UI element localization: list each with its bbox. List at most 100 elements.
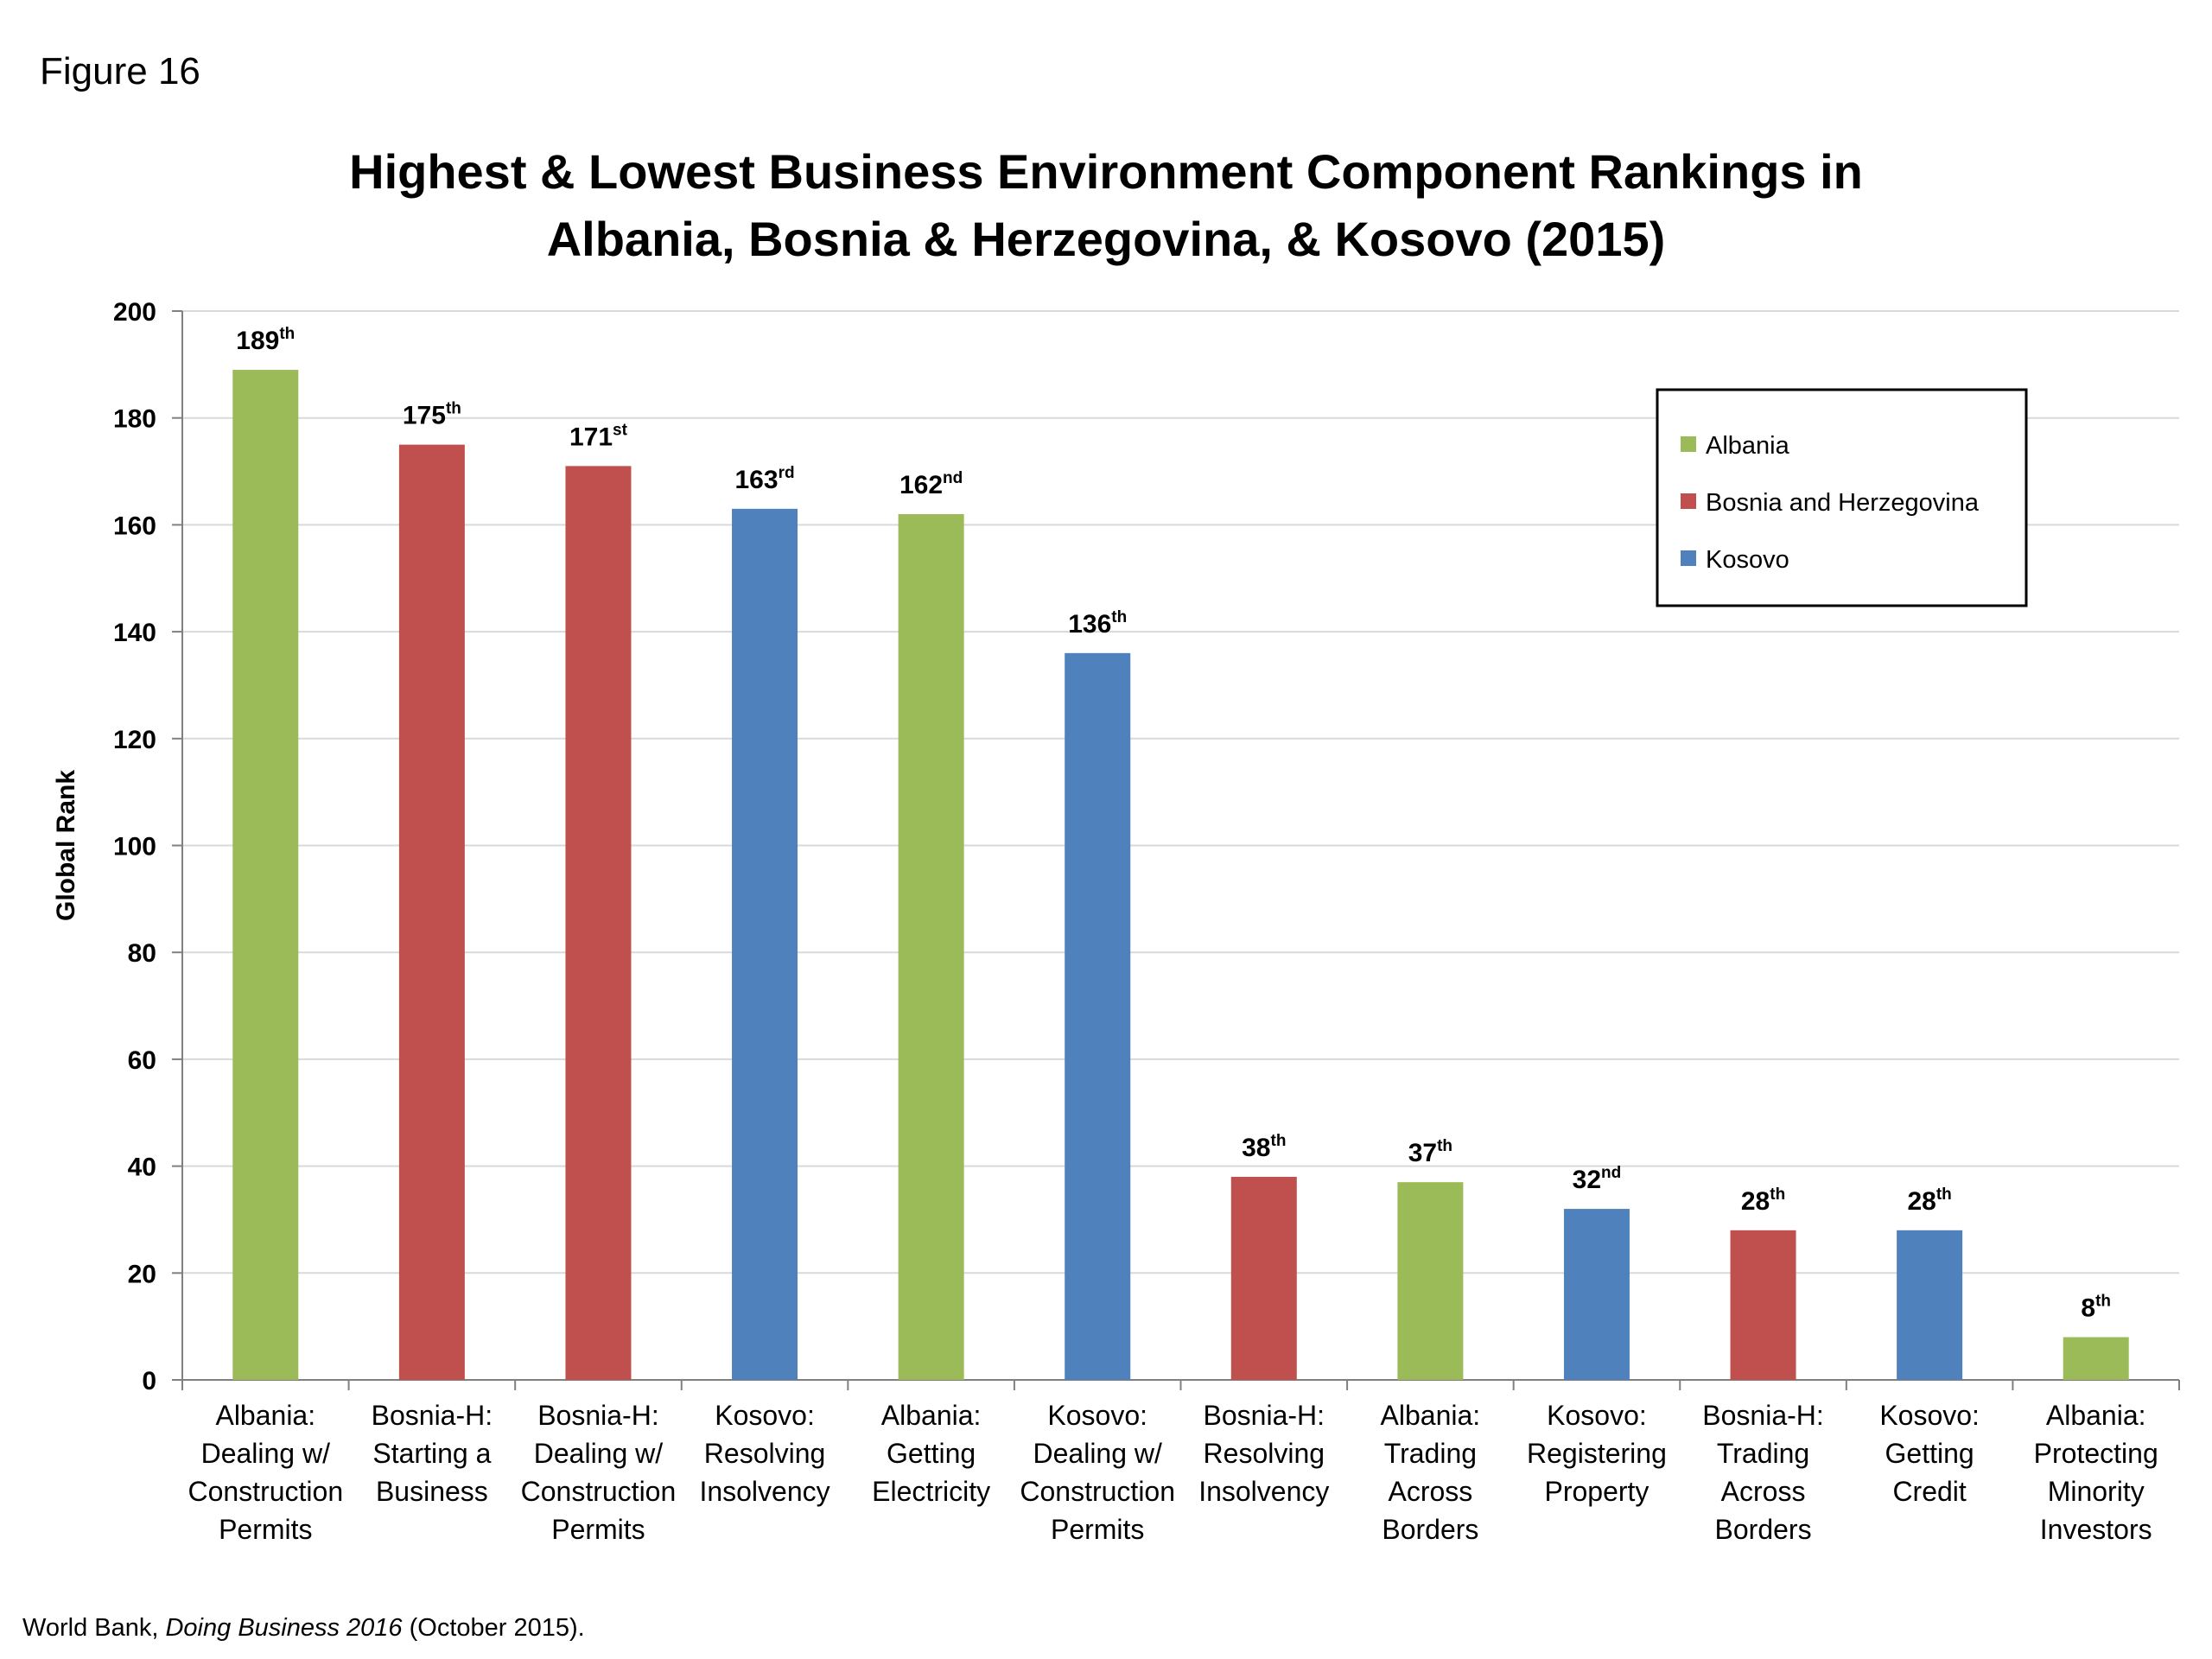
category-label: Kosovo:	[1879, 1400, 1980, 1431]
category-label: Permits	[1051, 1514, 1144, 1545]
category-label: Starting a	[372, 1438, 491, 1469]
category-label: Kosovo:	[1547, 1400, 1647, 1431]
y-tick-label: 200	[113, 298, 156, 327]
bar	[232, 370, 299, 1380]
category-label: Albania:	[2046, 1400, 2146, 1431]
category-label: Getting	[1885, 1438, 1974, 1469]
data-labels: 189th 175th 171st 163rd 162nd 136th 38th 37th 32…	[236, 325, 2111, 1322]
data-label: 28th	[1741, 1185, 1785, 1216]
data-label: 189th	[236, 325, 295, 355]
category-label: Albania:	[215, 1400, 315, 1431]
bar	[898, 514, 964, 1380]
category-label: Bosnia-H:	[537, 1400, 659, 1431]
y-axis-title: Global Rank	[52, 770, 80, 921]
bar	[2063, 1337, 2129, 1380]
y-tick-label: 100	[113, 833, 156, 861]
category-label: Resolving	[704, 1438, 826, 1469]
legend-item-label: Kosovo	[1706, 546, 1789, 574]
category-label: Dealing w/	[1033, 1438, 1163, 1469]
category-label: Trading	[1384, 1438, 1477, 1469]
bar	[1230, 1176, 1297, 1380]
category-label: Business	[376, 1476, 488, 1507]
category-label: Registering	[1527, 1438, 1667, 1469]
source-suffix: (October 2015).	[402, 1614, 585, 1642]
y-tick-label: 120	[113, 726, 156, 754]
category-label: Construction	[1020, 1476, 1175, 1507]
data-label: 37th	[1408, 1137, 1452, 1167]
category-label: Minority	[2048, 1476, 2145, 1507]
bar	[1730, 1230, 1796, 1380]
category-label: Bosnia-H:	[1702, 1400, 1824, 1431]
y-tick-label: 180	[113, 405, 156, 434]
bars	[232, 370, 2129, 1380]
bar	[398, 444, 465, 1380]
category-label: Property	[1544, 1476, 1649, 1507]
y-tick-label: 20	[128, 1260, 156, 1288]
category-label: Investors	[2040, 1514, 2152, 1545]
legend-item-label: Albania	[1706, 432, 1790, 460]
category-label: Bosnia-H:	[372, 1400, 493, 1431]
data-label: 38th	[1242, 1132, 1286, 1162]
data-label: 171st	[569, 421, 628, 451]
y-tick-label: 60	[128, 1046, 156, 1075]
category-label: Construction	[521, 1476, 677, 1507]
gridlines	[182, 310, 2179, 1274]
y-tick-label: 160	[113, 512, 156, 540]
category-label: Insolvency	[1198, 1476, 1329, 1507]
y-tick-label: 80	[128, 939, 156, 968]
legend-swatch	[1681, 493, 1696, 509]
category-label: Protecting	[2034, 1438, 2158, 1469]
category-label: Dealing w/	[534, 1438, 664, 1469]
y-tick-label: 40	[128, 1154, 156, 1182]
category-label: Kosovo:	[1047, 1400, 1147, 1431]
category-label: Albania:	[881, 1400, 982, 1431]
data-label: 163rd	[735, 464, 795, 494]
bar	[732, 508, 798, 1380]
bar	[1897, 1230, 1963, 1380]
data-label: 32nd	[1573, 1164, 1622, 1194]
category-label: Resolving	[1204, 1438, 1325, 1469]
category-label: Permits	[551, 1514, 645, 1545]
bar	[565, 466, 632, 1380]
y-tick-label: 140	[113, 619, 156, 647]
bar	[1397, 1182, 1464, 1380]
category-label: Across	[1388, 1476, 1472, 1507]
category-label: Bosnia-H:	[1204, 1400, 1325, 1431]
legend-item-label: Bosnia and Herzegovina	[1706, 489, 1980, 517]
category-label: Across	[1721, 1476, 1806, 1507]
category-label: Borders	[1715, 1514, 1812, 1545]
category-label: Credit	[1892, 1476, 1966, 1507]
source-note: World Bank, Doing Business 2016 (October…	[22, 1614, 585, 1643]
category-label: Dealing w/	[201, 1438, 331, 1469]
legend: Albania Bosnia and Herzegovina Kosovo	[1656, 388, 2028, 607]
chart-title-line-2: Albania, Bosnia & Herzegovina, & Kosovo …	[546, 212, 1666, 266]
legend-swatch	[1681, 550, 1696, 566]
data-label: 8th	[2081, 1293, 2111, 1323]
chart-title-line-1: Highest & Lowest Business Environment Co…	[349, 144, 1863, 199]
axes: 0 20 40 60 80 100 120 140 160 180 200 Global Rank	[52, 298, 2180, 1395]
data-label: 162nd	[899, 469, 963, 499]
bar	[1065, 652, 1131, 1380]
legend-swatch	[1681, 436, 1696, 452]
data-label: 175th	[403, 400, 461, 430]
chart-title: Highest & Lowest Business Environment Co…	[0, 138, 2212, 273]
bar	[1563, 1209, 1630, 1380]
category-label: Insolvency	[699, 1476, 830, 1507]
y-tick-label: 0	[142, 1367, 156, 1395]
figure-label: Figure 16	[40, 50, 200, 92]
category-label: Albania:	[1381, 1400, 1481, 1431]
source-publication: Doing Business 2016	[165, 1614, 403, 1642]
category-labels: Albania: Dealing w/Construction Permits Bos…	[188, 1400, 2158, 1545]
category-label: Kosovo:	[715, 1400, 815, 1431]
category-label: Getting	[887, 1438, 976, 1469]
category-label: Trading	[1717, 1438, 1809, 1469]
source-prefix: World Bank,	[22, 1614, 166, 1642]
category-label: Construction	[188, 1476, 343, 1507]
data-label: 28th	[1907, 1185, 1951, 1216]
category-label: Borders	[1382, 1514, 1478, 1545]
category-label: Electricity	[872, 1476, 990, 1507]
category-label: Permits	[219, 1514, 312, 1545]
data-label: 136th	[1068, 608, 1127, 639]
legend-box	[1656, 388, 2028, 607]
